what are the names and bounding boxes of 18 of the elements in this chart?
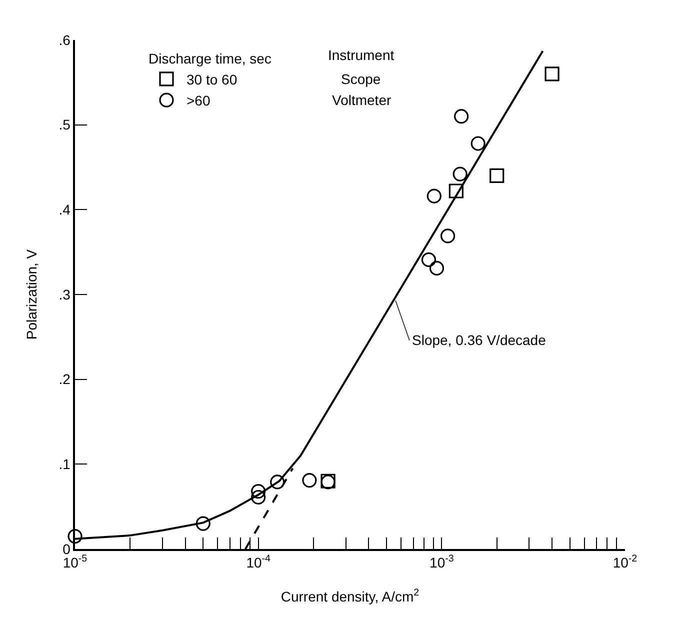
annotation: Voltmeter xyxy=(332,92,392,108)
y-tick-label: .6 xyxy=(58,32,71,48)
x-tick-label: 10$^{-3}$ xyxy=(430,554,454,571)
x-axis-title: Current density, A/cm$^{2}$ xyxy=(280,588,420,604)
legend-label: >60 xyxy=(186,92,210,109)
y-tick-label: .5 xyxy=(58,116,71,133)
annotation: Slope, 0.36 V/decade xyxy=(412,332,546,348)
x-tick-label: 10$^{-4}$ xyxy=(246,554,272,571)
legend-title: Discharge time, sec xyxy=(148,50,272,66)
x-tick-label: 10$^{-2}$ xyxy=(612,554,638,571)
y-tick-label: .2 xyxy=(58,371,71,388)
y-tick-label: .3 xyxy=(58,286,71,302)
annotation: Scope xyxy=(341,71,381,87)
y-axis-title: Polarization, V xyxy=(24,248,40,340)
y-tick-label: .4 xyxy=(58,202,71,218)
y-tick-label: .1 xyxy=(58,456,71,472)
annotation: Instrument xyxy=(328,47,394,63)
legend-label: 30 to 60 xyxy=(186,71,238,88)
